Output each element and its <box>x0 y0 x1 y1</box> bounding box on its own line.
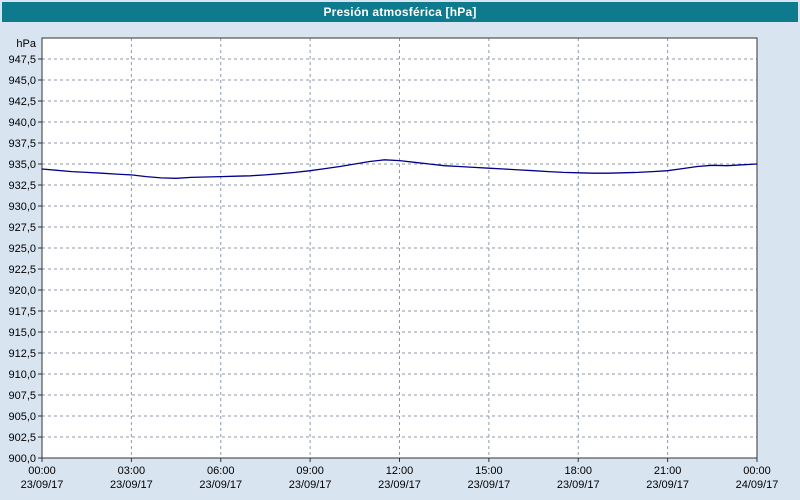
y-axis-labels: 947,5 945,0 942,5 940,0 937,5 935,0 932,5 930,0… <box>8 54 42 465</box>
svg-text:930,0: 930,0 <box>8 201 36 213</box>
svg-text:942,5: 942,5 <box>8 96 36 108</box>
svg-text:18:00: 18:00 <box>564 465 592 477</box>
svg-text:912,5: 912,5 <box>8 348 36 360</box>
svg-text:09:00: 09:00 <box>296 465 324 477</box>
svg-text:922,5: 922,5 <box>8 264 36 276</box>
svg-text:15:00: 15:00 <box>475 465 503 477</box>
svg-text:927,5: 927,5 <box>8 222 36 234</box>
svg-text:940,0: 940,0 <box>8 117 36 129</box>
svg-text:12:00: 12:00 <box>386 465 414 477</box>
svg-text:23/09/17: 23/09/17 <box>110 479 153 491</box>
svg-text:925,0: 925,0 <box>8 243 36 255</box>
svg-text:945,0: 945,0 <box>8 75 36 87</box>
pressure-chart: 947,5 945,0 942,5 940,0 937,5 935,0 932,5 930,0… <box>8 37 779 491</box>
svg-text:03:00: 03:00 <box>118 465 146 477</box>
svg-text:920,0: 920,0 <box>8 285 36 297</box>
chart-title: Presión atmosférica [hPa] <box>323 5 477 19</box>
svg-text:00:00: 00:00 <box>743 465 771 477</box>
svg-text:23/09/17: 23/09/17 <box>378 479 421 491</box>
svg-text:900,0: 900,0 <box>8 453 36 465</box>
svg-text:932,5: 932,5 <box>8 180 36 192</box>
svg-text:935,0: 935,0 <box>8 159 36 171</box>
pressure-line <box>41 159 758 179</box>
svg-text:23/09/17: 23/09/17 <box>557 479 600 491</box>
gridlines <box>42 38 757 458</box>
x-axis-labels: 00:00 23/09/17 03:00 23/09/17 06:00 23/09/17 0… <box>21 458 779 491</box>
svg-text:937,5: 937,5 <box>8 138 36 150</box>
svg-text:915,0: 915,0 <box>8 327 36 339</box>
svg-text:24/09/17: 24/09/17 <box>736 479 779 491</box>
svg-text:23/09/17: 23/09/17 <box>467 479 510 491</box>
svg-text:907,5: 907,5 <box>8 390 36 402</box>
svg-text:21:00: 21:00 <box>654 465 682 477</box>
svg-text:910,0: 910,0 <box>8 369 36 381</box>
chart-area: 947,5 945,0 942,5 940,0 937,5 935,0 932,5 930,0… <box>0 24 800 500</box>
svg-text:905,0: 905,0 <box>8 411 36 423</box>
svg-text:00:00: 00:00 <box>28 465 56 477</box>
svg-text:947,5: 947,5 <box>8 54 36 66</box>
svg-text:902,5: 902,5 <box>8 432 36 444</box>
svg-text:23/09/17: 23/09/17 <box>289 479 332 491</box>
svg-text:23/09/17: 23/09/17 <box>21 479 64 491</box>
svg-text:23/09/17: 23/09/17 <box>646 479 689 491</box>
chart-title-bar: Presión atmosférica [hPa] <box>2 2 798 22</box>
y-axis-unit-label: hPa <box>16 38 36 50</box>
svg-text:917,5: 917,5 <box>8 306 36 318</box>
svg-text:06:00: 06:00 <box>207 465 235 477</box>
svg-text:23/09/17: 23/09/17 <box>199 479 242 491</box>
